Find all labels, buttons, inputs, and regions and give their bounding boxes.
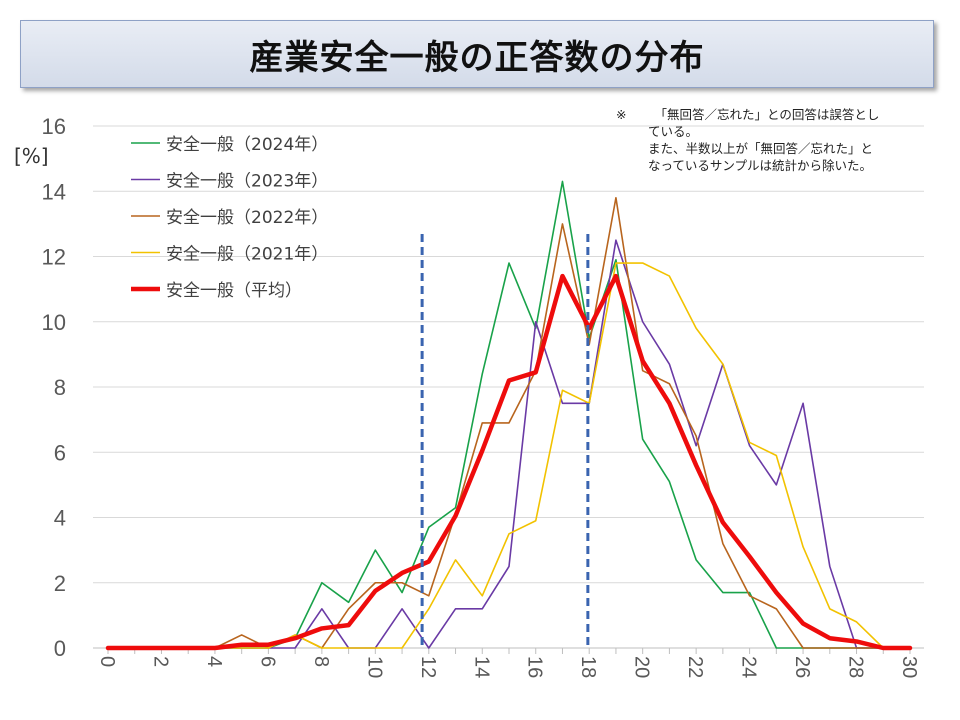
x-tick-label-2: 2 — [149, 656, 171, 667]
y-tick-label-4: 4 — [54, 506, 66, 531]
x-tick-label-30: 30 — [898, 656, 920, 678]
series-line-3 — [107, 262, 911, 649]
footnote: ※ 「無回答／忘れた」との回答は誤答とし ている。 また、半数以上が「無回答／忘れ… — [616, 106, 942, 174]
footnote-text-1: 「無回答／忘れた」との回答は誤答とし — [654, 107, 880, 122]
legend-label-0: 安全一般（2024年） — [166, 135, 328, 155]
y-tick-label-14: 14 — [42, 179, 66, 204]
legend-label-1: 安全一般（2023年） — [166, 172, 328, 192]
series-line-2 — [107, 196, 911, 649]
x-tick-label-6: 6 — [256, 656, 278, 667]
y-tick-label-16: 16 — [42, 114, 66, 139]
footnote-line-2: ている。 — [648, 124, 699, 139]
series-line-4 — [105, 273, 913, 651]
x-tick-label-0: 0 — [96, 656, 118, 667]
title-banner: 産業安全一般の正答数の分布 — [20, 20, 934, 88]
legend-label-2: 安全一般（2022年） — [166, 208, 328, 228]
y-tick-label-12: 12 — [42, 245, 66, 270]
x-tick-label-4: 4 — [203, 656, 225, 667]
x-tick-label-20: 20 — [631, 656, 653, 678]
footnote-line-1: ※ 「無回答／忘れた」との回答は誤答とし — [616, 106, 942, 123]
x-tick-label-18: 18 — [577, 656, 599, 678]
x-tick-label-26: 26 — [791, 656, 813, 678]
footnote-mark: ※ — [616, 107, 627, 122]
legend-label-4: 安全一般（平均） — [166, 281, 302, 301]
x-tick-label-14: 14 — [470, 656, 492, 678]
page-title: 産業安全一般の正答数の分布 — [249, 37, 705, 78]
x-tick-label-22: 22 — [684, 656, 706, 678]
y-axis-unit-label: [%] — [14, 144, 49, 168]
y-tick-label-2: 2 — [54, 571, 66, 596]
x-tick-label-10: 10 — [363, 656, 385, 678]
x-tick-label-28: 28 — [845, 656, 867, 678]
y-tick-label-10: 10 — [42, 310, 66, 335]
x-tick-label-8: 8 — [310, 656, 332, 667]
y-tick-label-6: 6 — [54, 440, 66, 465]
x-tick-label-12: 12 — [417, 656, 439, 678]
series-line-1 — [107, 239, 911, 649]
legend-label-3: 安全一般（2021年） — [166, 245, 328, 265]
footnote-line-4: なっているサンプルは統計から除いた。 — [648, 158, 873, 173]
y-tick-label-0: 0 — [54, 636, 66, 661]
x-tick-label-24: 24 — [738, 656, 760, 678]
x-tick-label-16: 16 — [524, 656, 546, 678]
y-tick-label-8: 8 — [54, 375, 66, 400]
footnote-line-3: また、半数以上が「無回答／忘れた」と — [648, 141, 874, 156]
